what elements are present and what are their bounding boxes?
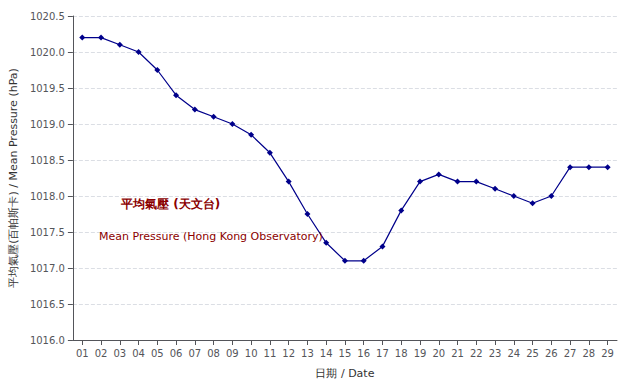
svg-text:平均氣壓(百帕斯卡) / Mean Pressure (hP: 平均氣壓(百帕斯卡) / Mean Pressure (hPa)	[7, 68, 20, 288]
svg-text:Mean Pressure (Hong Kong Obser: Mean Pressure (Hong Kong Observatory)	[99, 230, 323, 243]
svg-text:27: 27	[564, 348, 577, 359]
svg-text:1016.5: 1016.5	[30, 299, 65, 310]
svg-text:20: 20	[432, 348, 445, 359]
svg-text:19: 19	[414, 348, 427, 359]
svg-text:12: 12	[282, 348, 295, 359]
svg-text:1017.0: 1017.0	[30, 263, 65, 274]
svg-text:1017.5: 1017.5	[30, 227, 65, 238]
svg-text:29: 29	[601, 348, 614, 359]
svg-text:25: 25	[526, 348, 539, 359]
svg-text:26: 26	[545, 348, 558, 359]
svg-text:18: 18	[395, 348, 408, 359]
svg-text:02: 02	[95, 348, 108, 359]
svg-text:日期 / Date: 日期 / Date	[315, 367, 374, 380]
svg-text:04: 04	[132, 348, 145, 359]
svg-text:16: 16	[357, 348, 370, 359]
svg-text:1020.0: 1020.0	[30, 47, 65, 58]
svg-text:1018.0: 1018.0	[30, 191, 65, 202]
svg-text:07: 07	[188, 348, 201, 359]
svg-text:平均氣壓 (天文台): 平均氣壓 (天文台)	[120, 197, 220, 211]
svg-text:24: 24	[507, 348, 520, 359]
svg-text:01: 01	[76, 348, 89, 359]
svg-text:03: 03	[113, 348, 126, 359]
svg-text:1016.0: 1016.0	[30, 335, 65, 346]
svg-text:1019.5: 1019.5	[30, 83, 65, 94]
svg-text:1018.5: 1018.5	[30, 155, 65, 166]
svg-text:28: 28	[582, 348, 595, 359]
svg-text:10: 10	[245, 348, 258, 359]
svg-text:13: 13	[301, 348, 314, 359]
svg-text:23: 23	[489, 348, 502, 359]
svg-text:22: 22	[470, 348, 483, 359]
svg-text:05: 05	[151, 348, 164, 359]
svg-text:11: 11	[264, 348, 277, 359]
svg-text:14: 14	[320, 348, 333, 359]
svg-text:09: 09	[226, 348, 239, 359]
svg-text:21: 21	[451, 348, 464, 359]
svg-text:06: 06	[170, 348, 183, 359]
svg-text:08: 08	[207, 348, 220, 359]
svg-text:1019.0: 1019.0	[30, 119, 65, 130]
svg-text:1020.5: 1020.5	[30, 11, 65, 22]
svg-text:17: 17	[376, 348, 389, 359]
svg-text:15: 15	[339, 348, 352, 359]
